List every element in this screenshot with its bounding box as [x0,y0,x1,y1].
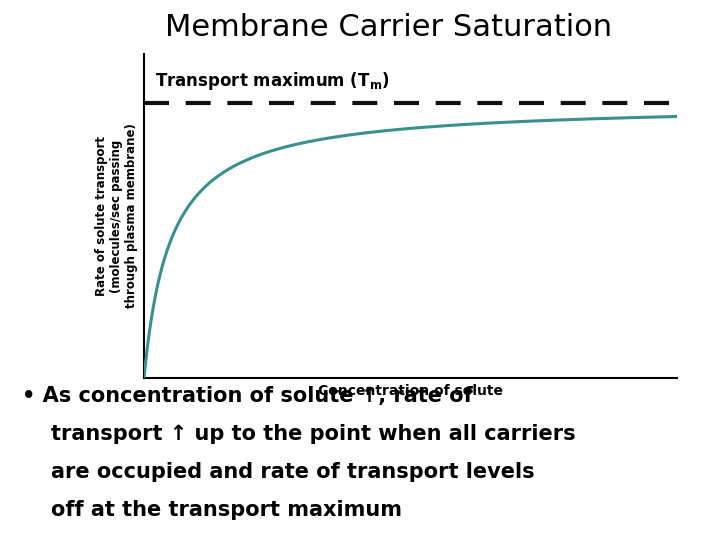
Y-axis label: Rate of solute transport
(molecules/sec passing
through plasma membrane): Rate of solute transport (molecules/sec … [96,124,138,308]
Text: Transport maximum ($\mathbf{T_m}$): Transport maximum ($\mathbf{T_m}$) [155,70,390,92]
Text: • As concentration of solute ↑, rate of: • As concentration of solute ↑, rate of [22,386,472,406]
Text: Membrane Carrier Saturation: Membrane Carrier Saturation [165,14,613,43]
X-axis label: Concentration of solute: Concentration of solute [318,383,503,397]
Text: are occupied and rate of transport levels: are occupied and rate of transport level… [22,462,534,482]
Text: transport ↑ up to the point when all carriers: transport ↑ up to the point when all car… [22,424,575,444]
Text: off at the transport maximum: off at the transport maximum [22,500,402,519]
